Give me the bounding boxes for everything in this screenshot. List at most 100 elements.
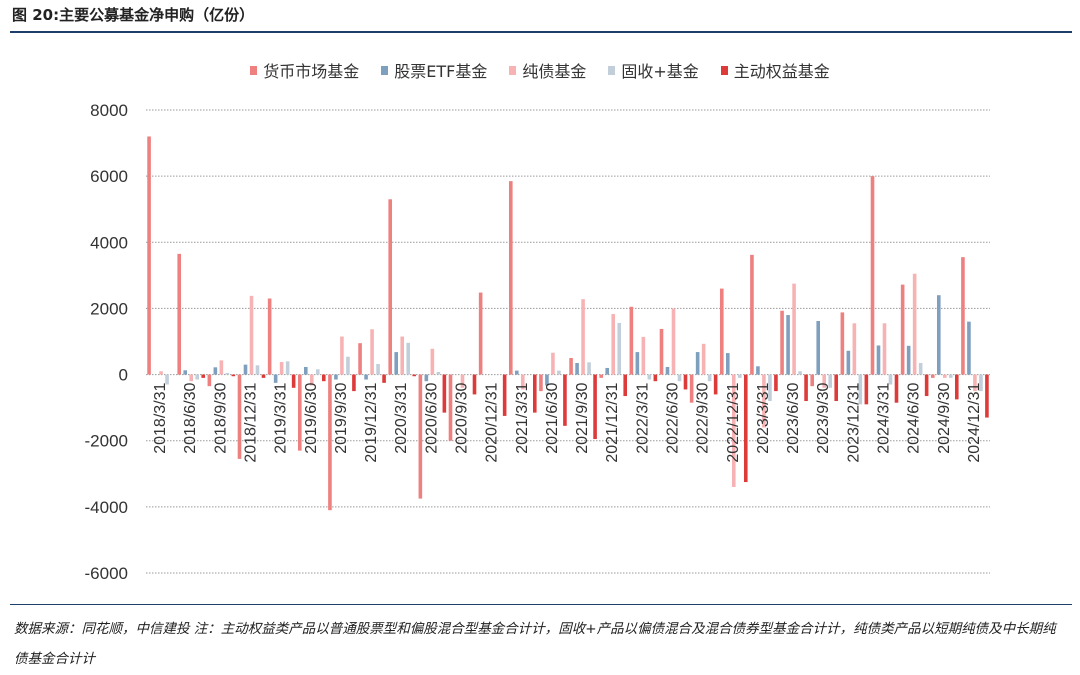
- x-tick-label: 2023/3/31: [755, 382, 772, 453]
- bar: [611, 314, 616, 375]
- bar: [352, 374, 356, 392]
- bar: [918, 362, 923, 375]
- bar: [285, 361, 290, 375]
- bar: [810, 374, 815, 387]
- bar: [973, 374, 977, 392]
- bar: [936, 295, 941, 375]
- bar: [846, 350, 851, 375]
- bar: [834, 374, 839, 402]
- bar: [641, 336, 646, 375]
- bar: [792, 283, 796, 375]
- legend-item: 固收+基金: [608, 58, 699, 82]
- bar: [201, 374, 206, 378]
- bar: [894, 374, 899, 403]
- bar: [291, 374, 296, 388]
- bar: [912, 273, 917, 375]
- bar: [478, 292, 483, 375]
- x-tick-label: 2024/12/31: [966, 382, 983, 462]
- bar: [213, 367, 218, 375]
- x-tick-label: 2024/9/30: [936, 382, 953, 453]
- y-tick-label: -4000: [85, 498, 128, 517]
- bar: [599, 374, 604, 378]
- bar: [376, 363, 380, 375]
- bar: [731, 374, 736, 488]
- bar: [520, 374, 525, 390]
- bar: [828, 374, 833, 388]
- bar: [514, 370, 519, 375]
- bar: [334, 374, 338, 380]
- chart-plot: -6000 -4000 -2000 0 2000 4000 6000 8000 2018/3/3…: [85, 101, 990, 583]
- bar: [798, 371, 802, 375]
- bar: [581, 299, 585, 375]
- bar: [388, 199, 393, 375]
- x-tick-label: 2020/3/31: [393, 382, 410, 453]
- bar: [472, 374, 477, 395]
- bar: [315, 369, 320, 375]
- bar: [551, 352, 555, 375]
- bar: [177, 253, 182, 375]
- bar: [502, 374, 507, 416]
- bar: [840, 312, 845, 375]
- legend-item: 股票ETF基金: [381, 58, 487, 82]
- bar: [231, 374, 236, 377]
- bar: [297, 374, 302, 451]
- bar: [804, 374, 808, 402]
- bar: [671, 308, 676, 375]
- chart-legend: 货币市场基金 股票ETF基金 纯债基金 固收+基金 主动权益基金: [0, 58, 1080, 82]
- bar: [165, 374, 169, 385]
- bar: [532, 374, 537, 413]
- bar: [967, 321, 971, 375]
- x-tick-label: 2018/3/31: [152, 382, 169, 453]
- y-tick-label: 6000: [90, 167, 128, 186]
- x-tick-label: 2024/3/31: [876, 382, 893, 453]
- bar: [653, 374, 658, 382]
- bar: [448, 374, 453, 441]
- x-tick-label: 2020/6/30: [423, 382, 440, 453]
- x-tick-label: 2019/6/30: [303, 382, 320, 453]
- bar: [870, 176, 875, 375]
- bar: [237, 374, 242, 459]
- bar: [954, 374, 959, 400]
- y-tick-label: -6000: [85, 564, 128, 583]
- bar: [358, 343, 362, 375]
- bar: [418, 374, 423, 499]
- bar: [460, 374, 465, 388]
- bar: [249, 295, 254, 375]
- bar: [436, 371, 441, 375]
- bar: [183, 370, 188, 375]
- bar: [303, 366, 308, 375]
- bar: [225, 372, 230, 375]
- x-tick-label: 2019/9/30: [333, 382, 350, 453]
- bar: [780, 310, 784, 375]
- x-tick-label: 2018/9/30: [212, 382, 229, 453]
- bar: [370, 329, 374, 375]
- bar: [309, 374, 314, 386]
- x-tick-label: 2022/12/31: [725, 382, 742, 462]
- bar: [858, 374, 863, 405]
- legend-label: 纯债基金: [522, 62, 587, 81]
- bar: [147, 136, 151, 375]
- bar: [979, 374, 983, 392]
- x-tick-label: 2022/6/30: [665, 382, 682, 453]
- bar: [346, 356, 350, 375]
- legend-swatch: [381, 65, 389, 75]
- x-tick-label: 2022/3/31: [634, 382, 651, 453]
- bar: [243, 364, 248, 375]
- bar: [713, 374, 718, 395]
- legend-label: 固收+基金: [621, 62, 699, 81]
- legend-item: 主动权益基金: [720, 58, 830, 82]
- x-tick-label: 2021/12/31: [604, 382, 621, 462]
- bar: [774, 374, 778, 392]
- legend-swatch: [250, 65, 258, 75]
- bar: [267, 298, 272, 375]
- bar: [852, 323, 857, 375]
- legend-label: 股票ETF基金: [394, 62, 488, 81]
- legend-label: 货币市场基金: [263, 62, 360, 81]
- bar: [569, 358, 573, 375]
- y-tick-label: 0: [119, 366, 128, 385]
- bar: [756, 366, 760, 375]
- bar: [587, 362, 591, 375]
- y-tick-label: 8000: [90, 101, 128, 120]
- x-tick-label: 2023/6/30: [785, 382, 802, 453]
- bar: [593, 374, 597, 440]
